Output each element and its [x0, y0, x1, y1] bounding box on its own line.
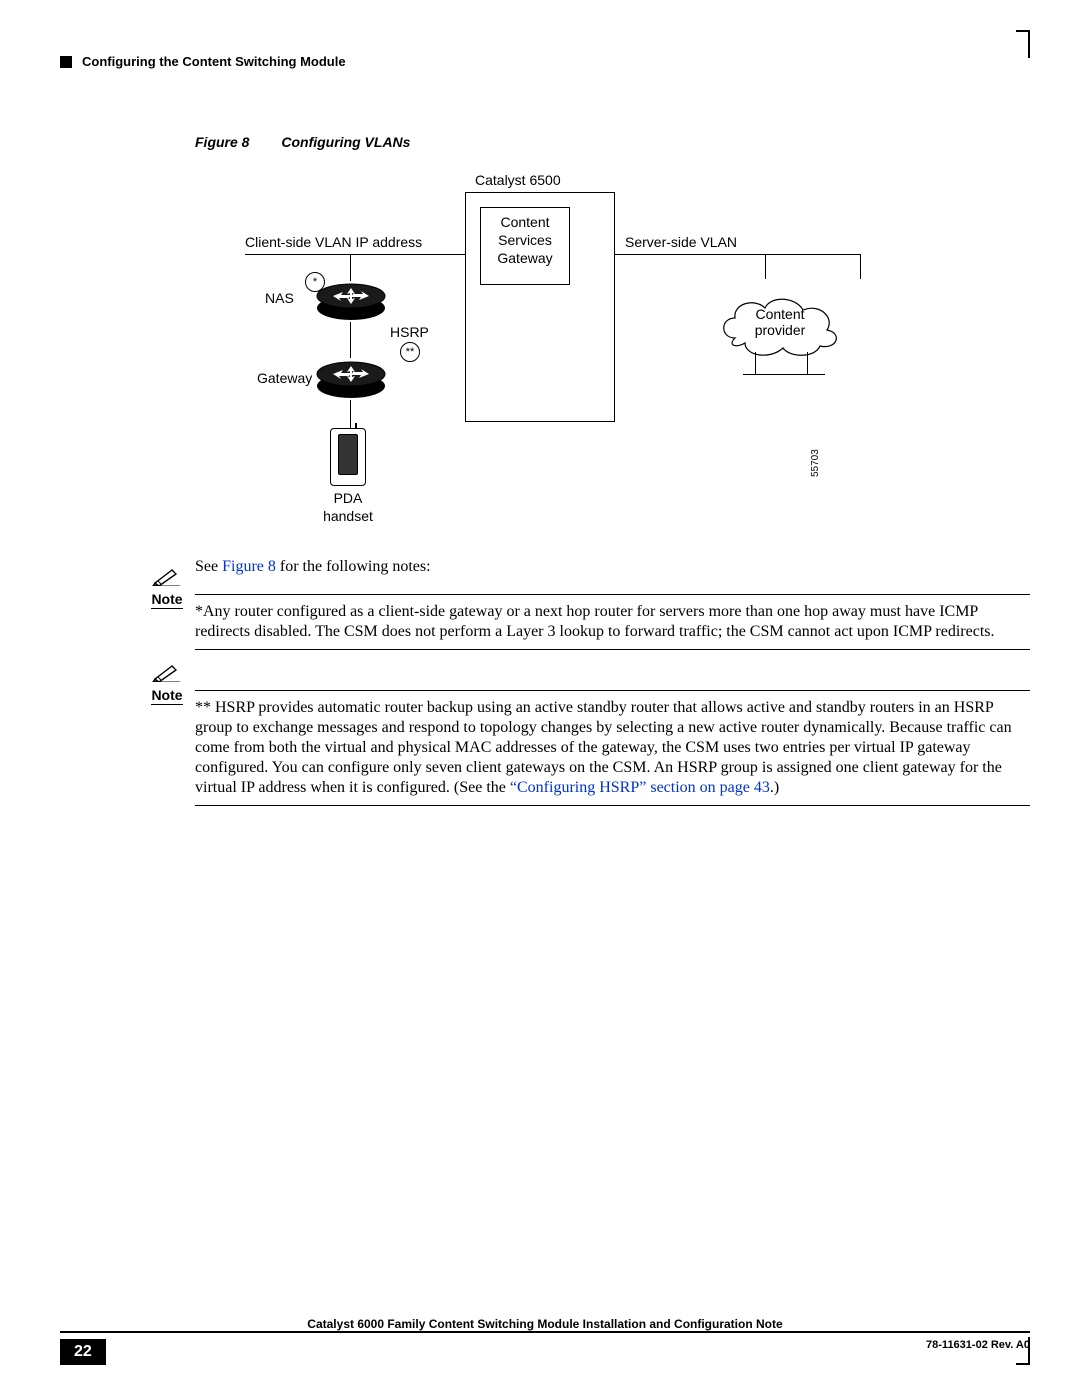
label-catalyst: Catalyst 6500 [475, 172, 561, 188]
label-server-vlan: Server-side VLAN [625, 234, 737, 250]
note-block-2: Note ** HSRP provides automatic router b… [145, 690, 1030, 806]
note-block-1: Note *Any router configured as a client-… [145, 594, 1030, 650]
csg-l2: Services [481, 231, 569, 249]
note-hr-bottom [195, 649, 1030, 650]
hsrp-mark: ** [400, 342, 420, 362]
figure-id: 55703 [810, 449, 821, 477]
drop-pda [350, 400, 351, 428]
crop-mark-top [1016, 30, 1030, 58]
label-gateway: Gateway [257, 370, 312, 386]
pencil-icon [152, 566, 182, 586]
hsrp-ref-link[interactable]: “Configuring HSRP” section on page 43 [510, 779, 770, 796]
cloud-v2 [807, 352, 808, 374]
client-vlan-hline [245, 254, 465, 255]
cloud-icon: Content provider [715, 288, 845, 358]
intro-pre: See [195, 558, 222, 575]
cloud-base [743, 374, 825, 375]
pencil-icon [152, 662, 182, 682]
note-label: Note [151, 591, 182, 609]
srv-v1 [765, 254, 766, 279]
doc-number: 78-11631-02 Rev. A0 [926, 1333, 1030, 1351]
figure-title: Configuring VLANs [281, 134, 410, 150]
note1-body: *Any router configured as a client-side … [195, 595, 1030, 649]
note2-post: .) [770, 779, 779, 796]
footer: Catalyst 6000 Family Content Switching M… [60, 1314, 1030, 1365]
server-vlan-hline [615, 254, 860, 255]
cloud-v1 [755, 352, 756, 374]
note-hr-bottom [195, 805, 1030, 806]
header-text: Configuring the Content Switching Module [82, 54, 346, 69]
figure-number: Figure 8 [195, 134, 249, 150]
drop-hsrp [350, 322, 351, 358]
label-client-vlan: Client-side VLAN IP address [245, 234, 422, 250]
note-label: Note [151, 687, 182, 705]
cloud-l1: Content [715, 306, 845, 322]
footer-title: Catalyst 6000 Family Content Switching M… [120, 1314, 970, 1331]
intro-text: See Figure 8 for the following notes: [195, 558, 1030, 576]
page-number: 22 [60, 1339, 106, 1365]
crop-mark-bottom [1016, 1337, 1030, 1365]
note2-body: ** HSRP provides automatic router backup… [195, 691, 1030, 805]
srv-v2 [860, 254, 861, 279]
intro-post: for the following notes: [276, 558, 431, 575]
figure-caption: Figure 8 Configuring VLANs [195, 134, 1030, 150]
label-nas: NAS [265, 290, 294, 306]
router-nas-icon [315, 280, 387, 314]
cloud-l2: provider [715, 322, 845, 338]
pda-icon [330, 428, 366, 486]
header-bullet [60, 56, 72, 68]
drop-nas [350, 254, 351, 281]
label-hsrp: HSRP [390, 324, 429, 340]
label-pda-1: PDA [318, 490, 378, 506]
router-gateway-icon [315, 358, 387, 392]
csg-box: Content Services Gateway [480, 207, 570, 285]
running-header: Configuring the Content Switching Module [60, 54, 1030, 69]
csg-l3: Gateway [481, 249, 569, 267]
vlan-diagram: Catalyst 6500 Content Services Gateway C… [195, 172, 905, 552]
figure-ref-link[interactable]: Figure 8 [222, 558, 276, 575]
csg-l1: Content [481, 213, 569, 231]
label-pda-2: handset [307, 508, 389, 524]
